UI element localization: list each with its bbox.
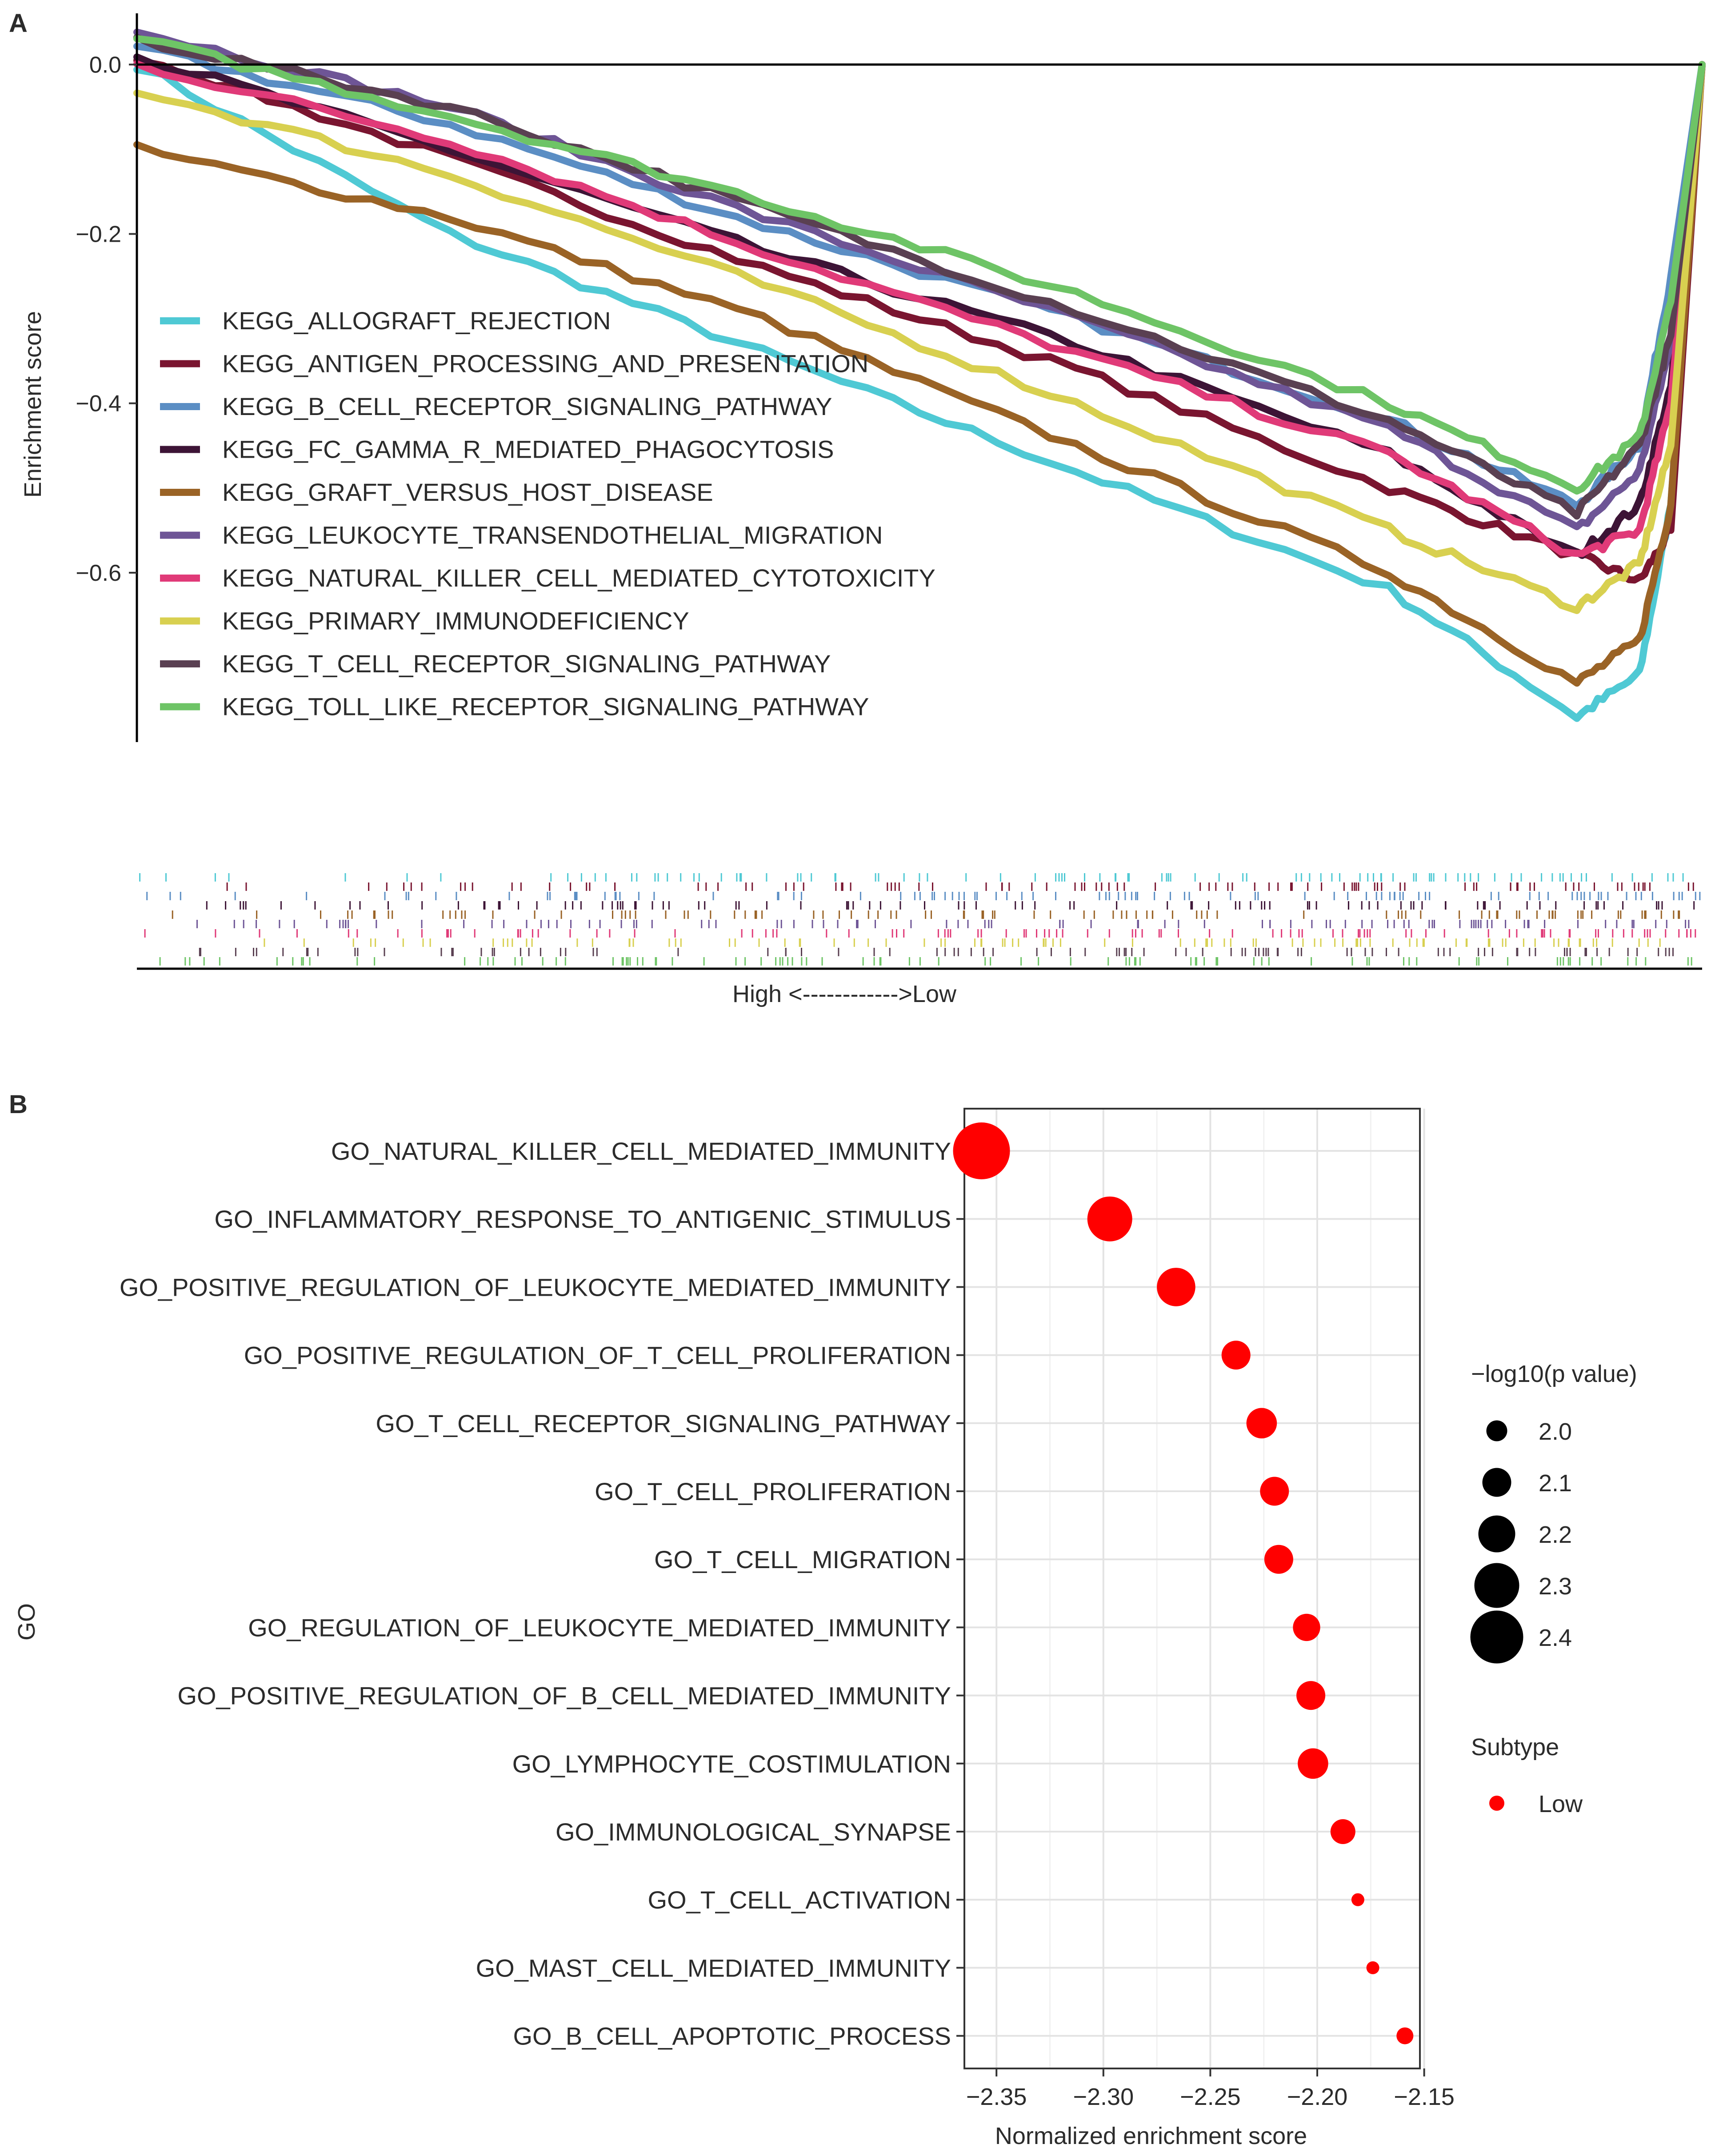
enrichment-line-4 — [133, 61, 1706, 687]
go-term-label: GO_LYMPHOCYTE_COSTIMULATION — [512, 1750, 951, 1778]
go-term-label: GO_NATURAL_KILLER_CELL_MEDIATED_IMMUNITY — [331, 1137, 951, 1165]
go-point — [1296, 1681, 1326, 1710]
panel-b-x-ticks: −2.35 −2.30 −2.25 −2.20 −2.15 — [966, 2068, 1455, 2110]
go-point — [1260, 1477, 1289, 1506]
go-term-label: GO_POSITIVE_REGULATION_OF_LEUKOCYTE_MEDI… — [120, 1273, 951, 1301]
size-legend-label: 2.1 — [1539, 1470, 1572, 1497]
legend-label: KEGG_FC_GAMMA_R_MEDIATED_PHAGOCYTOSIS — [222, 435, 834, 463]
go-term-label: GO_MAST_CELL_MEDIATED_IMMUNITY — [476, 1954, 951, 1982]
go-point — [1298, 1748, 1328, 1779]
y-tick-label: −0.4 — [76, 391, 121, 417]
go-term-label: GO_POSITIVE_REGULATION_OF_T_CELL_PROLIFE… — [244, 1342, 951, 1369]
panel-b-gridlines — [964, 1109, 1425, 2068]
panel-b-label: B — [9, 1090, 28, 1119]
size-legend-dot — [1486, 1420, 1507, 1441]
go-point — [953, 1122, 1010, 1179]
go-point — [1221, 1341, 1251, 1370]
panel-a-legend: KEGG_ALLOGRAFT_REJECTION KEGG_ANTIGEN_PRO… — [160, 307, 935, 721]
size-legend-label: 2.2 — [1539, 1521, 1572, 1548]
go-term-label: GO_REGULATION_OF_LEUKOCYTE_MEDIATED_IMMU… — [248, 1613, 951, 1641]
legend-label: KEGG_B_CELL_RECEPTOR_SIGNALING_PATHWAY — [222, 392, 832, 420]
legend-label: KEGG_LEUKOCYTE_TRANSENDOTHELIAL_MIGRATIO… — [222, 521, 883, 549]
go-term-label: GO_T_CELL_ACTIVATION — [648, 1886, 951, 1914]
x-tick-label: −2.20 — [1287, 2084, 1348, 2110]
go-term-label: GO_POSITIVE_REGULATION_OF_B_CELL_MEDIATE… — [177, 1682, 951, 1710]
legend-label: KEGG_NATURAL_KILLER_CELL_MEDIATED_CYTOTO… — [222, 564, 935, 592]
y-tick-label: −0.2 — [76, 221, 121, 247]
enrichment-line-6 — [133, 60, 1706, 557]
x-tick-label: −2.25 — [1180, 2084, 1241, 2110]
panel-a-axes: 0.0 −0.2 −0.4 −0.6 — [76, 13, 1702, 742]
size-legend-label: 2.4 — [1539, 1625, 1572, 1651]
panel-b-plot-border — [963, 1108, 1421, 2069]
subtype-legend-title: Subtype — [1471, 1734, 1559, 1761]
go-term-label: GO_T_CELL_PROLIFERATION — [595, 1477, 951, 1505]
go-term-label: GO_B_CELL_APOPTOTIC_PROCESS — [513, 2022, 951, 2050]
legend-label: KEGG_T_CELL_RECEPTOR_SIGNALING_PATHWAY — [222, 650, 831, 678]
enrichment-lines — [133, 28, 1706, 722]
panel-a-gsea-plot: A 0.0 −0.2 −0.4 −0.6 KEGG_ALLOGRAFT_REJECTI… — [9, 9, 1706, 1007]
size-legend-label: 2.0 — [1539, 1418, 1572, 1445]
go-term-label: GO_T_CELL_MIGRATION — [654, 1545, 951, 1573]
panel-a-label: A — [9, 9, 28, 38]
gene-rank-rug — [137, 873, 1702, 970]
y-tick-label: 0.0 — [89, 52, 121, 78]
size-legend-title: −log10(p value) — [1471, 1361, 1637, 1387]
panel-a-x-axis-label: High <------------>Low — [732, 981, 957, 1007]
go-point — [1293, 1613, 1320, 1641]
panel-b-x-axis-label: Normalized enrichment score — [995, 2123, 1307, 2149]
subtype-legend-dot — [1489, 1796, 1504, 1811]
panel-b-y-axis-label: GO — [13, 1603, 40, 1641]
y-tick-label: −0.6 — [76, 560, 121, 586]
panel-a-y-axis-label: Enrichment score — [20, 311, 46, 498]
subtype-legend: Subtype Low — [1471, 1734, 1583, 1817]
go-point — [1246, 1408, 1277, 1439]
go-point — [1351, 1893, 1364, 1906]
legend-label: KEGG_GRAFT_VERSUS_HOST_DISEASE — [222, 478, 713, 506]
enrichment-line-7 — [133, 61, 1706, 614]
subtype-legend-label: Low — [1539, 1791, 1583, 1817]
x-tick-label: −2.35 — [966, 2084, 1027, 2110]
go-point — [1157, 1268, 1195, 1306]
go-term-labels: GO_NATURAL_KILLER_CELL_MEDIATED_IMMUNITY… — [120, 1137, 964, 2050]
size-legend-dot — [1470, 1610, 1523, 1664]
enrichment-line-5 — [133, 28, 1706, 531]
enrichment-line-9 — [133, 35, 1706, 495]
legend-label: KEGG_ANTIGEN_PROCESSING_AND_PRESENTATION — [222, 350, 868, 378]
go-term-label: GO_T_CELL_RECEPTOR_SIGNALING_PATHWAY — [376, 1409, 951, 1437]
go-point — [1330, 1819, 1355, 1844]
x-tick-label: −2.30 — [1073, 2084, 1134, 2110]
legend-label: KEGG_PRIMARY_IMMUNODEFICIENCY — [222, 607, 689, 635]
go-term-label: GO_INFLAMMATORY_RESPONSE_TO_ANTIGENIC_ST… — [214, 1205, 951, 1233]
go-point — [1366, 1961, 1379, 1974]
size-legend-dot — [1478, 1515, 1515, 1553]
pvalue-size-legend: −log10(p value) 2.0 2.1 2.2 2.3 2.4 — [1470, 1361, 1637, 1664]
go-point — [1396, 2027, 1414, 2044]
x-tick-label: −2.15 — [1394, 2084, 1455, 2110]
size-legend-label: 2.3 — [1539, 1573, 1572, 1600]
legend-label: KEGG_ALLOGRAFT_REJECTION — [222, 307, 611, 335]
go-term-label: GO_IMMUNOLOGICAL_SYNAPSE — [556, 1818, 951, 1846]
legend-label: KEGG_TOLL_LIKE_RECEPTOR_SIGNALING_PATHWA… — [222, 693, 869, 721]
size-legend-dot — [1474, 1563, 1519, 1608]
go-points — [953, 1122, 1414, 2044]
go-point — [1087, 1196, 1132, 1242]
go-point — [1264, 1545, 1293, 1574]
size-legend-dot — [1482, 1468, 1511, 1497]
panel-b-go-dotplot: B GO_NATURAL_KILLER_CELL_MEDIATED_IMMUNI… — [9, 1090, 1637, 2149]
